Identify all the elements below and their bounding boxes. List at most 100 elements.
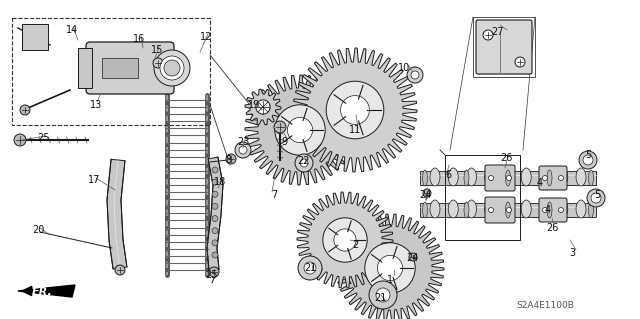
Ellipse shape — [521, 200, 531, 218]
Text: 13: 13 — [90, 100, 102, 110]
Ellipse shape — [540, 168, 550, 186]
Circle shape — [226, 154, 236, 164]
Text: 21: 21 — [374, 293, 386, 303]
Text: 23: 23 — [237, 137, 249, 147]
Circle shape — [365, 243, 415, 293]
Ellipse shape — [484, 200, 495, 218]
Ellipse shape — [430, 200, 440, 218]
Circle shape — [239, 146, 247, 154]
Circle shape — [587, 189, 605, 207]
Circle shape — [20, 105, 30, 115]
Ellipse shape — [467, 200, 477, 218]
Text: 27: 27 — [491, 27, 503, 37]
Text: 25: 25 — [205, 270, 218, 280]
Bar — [12, 18, 210, 125]
Bar — [473, 17, 535, 77]
Text: 24: 24 — [419, 190, 431, 200]
Ellipse shape — [467, 168, 477, 186]
Ellipse shape — [448, 200, 458, 218]
Circle shape — [488, 175, 493, 181]
Ellipse shape — [430, 168, 440, 186]
Circle shape — [304, 262, 316, 274]
Polygon shape — [18, 285, 75, 297]
Ellipse shape — [589, 202, 593, 218]
Circle shape — [160, 56, 184, 80]
Text: 19: 19 — [248, 100, 260, 110]
Circle shape — [369, 281, 397, 309]
Ellipse shape — [540, 200, 550, 218]
Ellipse shape — [506, 170, 511, 186]
Polygon shape — [336, 214, 444, 319]
Circle shape — [274, 121, 286, 133]
Text: FR.: FR. — [31, 287, 52, 297]
Bar — [420, 171, 596, 185]
Polygon shape — [293, 48, 417, 172]
Text: 20: 20 — [32, 225, 44, 235]
Polygon shape — [107, 159, 127, 269]
Circle shape — [506, 175, 511, 181]
Polygon shape — [245, 89, 281, 125]
Text: 5: 5 — [594, 190, 600, 200]
Circle shape — [212, 179, 218, 185]
Circle shape — [300, 159, 308, 167]
FancyArrowPatch shape — [23, 287, 72, 295]
Circle shape — [212, 216, 218, 222]
Text: 24: 24 — [406, 253, 418, 263]
Circle shape — [326, 81, 384, 139]
Text: 8: 8 — [225, 155, 231, 165]
Ellipse shape — [464, 170, 469, 186]
Circle shape — [153, 58, 163, 68]
Circle shape — [591, 193, 601, 203]
Ellipse shape — [484, 168, 495, 186]
Text: S2A4E1100B: S2A4E1100B — [516, 300, 574, 309]
Circle shape — [376, 288, 390, 302]
Circle shape — [209, 267, 219, 277]
FancyBboxPatch shape — [485, 165, 515, 191]
Ellipse shape — [576, 168, 586, 186]
FancyBboxPatch shape — [539, 198, 567, 222]
Ellipse shape — [576, 200, 586, 218]
Text: 10: 10 — [398, 63, 410, 73]
Text: 17: 17 — [88, 175, 100, 185]
Circle shape — [579, 151, 597, 169]
Circle shape — [423, 189, 431, 197]
Ellipse shape — [521, 168, 531, 186]
Circle shape — [298, 256, 322, 280]
Circle shape — [212, 204, 218, 210]
Polygon shape — [22, 24, 48, 50]
Circle shape — [411, 71, 419, 79]
Bar — [420, 203, 596, 217]
Circle shape — [334, 229, 356, 251]
Ellipse shape — [503, 200, 513, 218]
Polygon shape — [297, 192, 393, 288]
Circle shape — [256, 100, 270, 114]
Text: 18: 18 — [214, 177, 226, 187]
Polygon shape — [207, 157, 223, 271]
Text: 14: 14 — [66, 25, 78, 35]
Circle shape — [115, 265, 125, 275]
Text: 3: 3 — [569, 248, 575, 258]
Circle shape — [559, 207, 563, 212]
Text: 26: 26 — [546, 223, 558, 233]
Circle shape — [235, 142, 251, 158]
Text: 22: 22 — [298, 156, 310, 166]
Ellipse shape — [503, 168, 513, 186]
Text: 6: 6 — [445, 170, 451, 180]
Ellipse shape — [448, 168, 458, 186]
Circle shape — [409, 253, 417, 261]
Circle shape — [483, 30, 493, 40]
Text: 9: 9 — [281, 137, 287, 147]
Ellipse shape — [547, 202, 552, 218]
Circle shape — [212, 240, 218, 246]
Text: 1: 1 — [387, 275, 393, 285]
Polygon shape — [78, 48, 92, 88]
Ellipse shape — [547, 170, 552, 186]
FancyBboxPatch shape — [539, 166, 567, 190]
Ellipse shape — [506, 202, 511, 218]
Bar — [102, 58, 138, 78]
Text: 2: 2 — [352, 240, 358, 250]
Circle shape — [407, 67, 423, 83]
Circle shape — [543, 175, 547, 181]
Circle shape — [488, 207, 493, 212]
Circle shape — [212, 228, 218, 234]
